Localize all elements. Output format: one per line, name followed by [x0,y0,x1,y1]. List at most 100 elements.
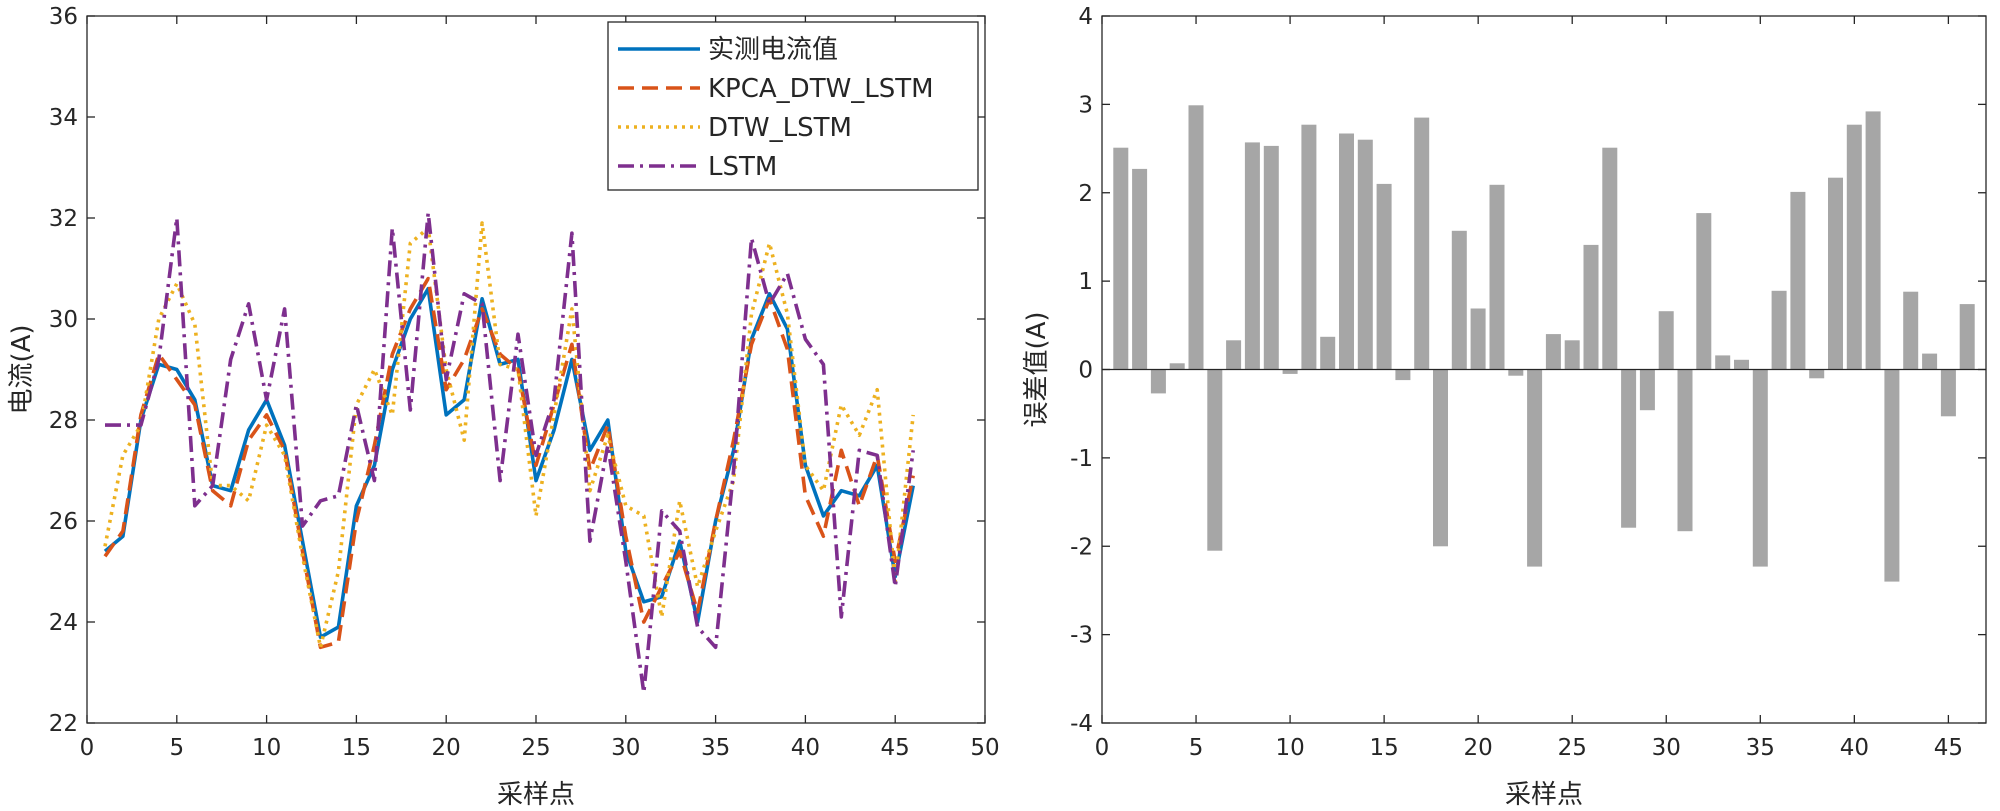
error-bar [1771,290,1787,370]
error-bar [1752,369,1768,567]
x-tick-label: 30 [1652,735,1681,761]
error-bar [1715,355,1731,370]
error-bar [1433,369,1448,547]
error-bar [1696,213,1712,370]
x-tick-label: 45 [881,735,910,761]
y-tick-label: 32 [49,206,78,232]
x-tick-label: 40 [791,735,820,761]
error-bar [1790,191,1806,370]
error-bar [1846,124,1862,370]
y-tick-label: 3 [1078,92,1093,118]
x-tick-label: 20 [1464,735,1493,761]
error-bar [1828,177,1843,370]
error-bar [1188,105,1204,370]
x-tick-label: 50 [970,735,999,761]
error-bar [1621,369,1637,528]
error-bar [1132,168,1148,370]
y-tick-label: 2 [1078,181,1093,207]
y-tick-label: 1 [1078,269,1093,295]
line-chart-series-group [103,211,915,695]
error-bar [1508,369,1524,376]
error-bar [1113,147,1129,370]
error-bar [1884,369,1900,582]
bar-chart-bars-group [1113,105,1975,582]
error-bar [1376,183,1392,370]
series-line-dtw-lstm [103,221,915,650]
line-chart-ticks: 0 5 10 15 20 25 30 35 40 45 50 22 24 26 28 30 32 34 36 [49,4,1000,761]
x-tick-label: 30 [611,735,640,761]
y-tick-label: 0 [1078,358,1093,384]
line-chart-panel: 0 5 10 15 20 25 30 35 40 45 50 22 24 26 28 30 32 34 36 采样点… [7,4,1000,810]
error-bar [1263,145,1279,370]
y-tick-label: 34 [49,105,78,131]
y-tick-label: 28 [49,408,78,434]
x-tick-label: 35 [701,735,730,761]
y-tick-label: 36 [49,4,78,30]
error-bar [1658,311,1674,370]
error-bar [1150,369,1166,394]
error-bar [1339,133,1354,370]
x-tick-label: 25 [521,735,550,761]
error-bar [1734,359,1749,370]
error-bar [1809,369,1825,379]
error-bar [1639,369,1655,411]
line-chart-x-axis-label: 采样点 [497,780,575,810]
y-tick-label: -4 [1070,711,1093,737]
x-tick-label: 20 [432,735,461,761]
error-bar [1489,184,1505,370]
x-tick-label: 0 [1095,735,1110,761]
error-bar [1583,244,1599,370]
y-tick-label: 22 [49,711,78,737]
error-bar [1959,304,1975,370]
bar-chart-panel: 0 5 10 15 20 25 30 35 40 45 -4 -3 -2 -1 0 1 2 3 4 采样点 误差值(… [1022,4,1987,810]
error-bar [1357,139,1373,370]
legend-label-kpca-dtw-lstm: KPCA_DTW_LSTM [708,74,934,104]
x-tick-label: 0 [80,735,95,761]
y-tick-label: 30 [49,307,78,333]
error-bar [1602,147,1618,370]
x-tick-label: 10 [1275,735,1304,761]
error-bar [1677,369,1693,532]
error-bar [1922,353,1938,370]
error-bar [1395,369,1411,381]
error-bar [1207,369,1223,551]
error-bar [1226,340,1242,370]
legend-label-lstm: LSTM [708,152,777,182]
legend-label-dtw-lstm: DTW_LSTM [708,113,852,143]
x-tick-label: 15 [1369,735,1398,761]
x-tick-label: 10 [252,735,281,761]
x-tick-label: 45 [1934,735,1963,761]
line-chart-y-axis-label: 电流(A) [7,324,37,414]
x-tick-label: 25 [1558,735,1587,761]
error-bar [1470,308,1486,370]
error-bar [1451,230,1467,370]
series-line-kpca-dtw-lstm [103,276,915,650]
error-bar [1282,369,1298,374]
x-tick-label: 40 [1840,735,1869,761]
y-tick-label: 26 [49,509,78,535]
y-tick-label: 24 [49,610,78,636]
error-bar [1169,363,1185,370]
error-bar [1244,142,1260,370]
y-tick-label: -1 [1070,446,1093,472]
error-bar [1301,124,1317,370]
y-tick-label: -3 [1070,623,1093,649]
legend-label-measured: 实测电流值 [708,35,838,65]
y-tick-label: 4 [1078,4,1093,30]
x-tick-label: 5 [169,735,184,761]
bar-chart-ticks: 0 5 10 15 20 25 30 35 40 45 -4 -3 -2 -1 0 1 2 3 4 [1070,4,1986,761]
error-bar [1940,369,1956,417]
error-bar [1903,291,1919,370]
y-tick-label: -2 [1070,534,1093,560]
error-bar [1865,111,1881,370]
error-bar [1320,336,1336,370]
error-bar [1414,117,1430,370]
error-bar [1527,369,1543,567]
x-tick-label: 35 [1746,735,1775,761]
x-tick-label: 5 [1189,735,1204,761]
bar-chart-x-axis-label: 采样点 [1505,780,1583,810]
error-bar [1564,340,1580,370]
error-bar [1545,334,1561,370]
x-tick-label: 15 [342,735,371,761]
